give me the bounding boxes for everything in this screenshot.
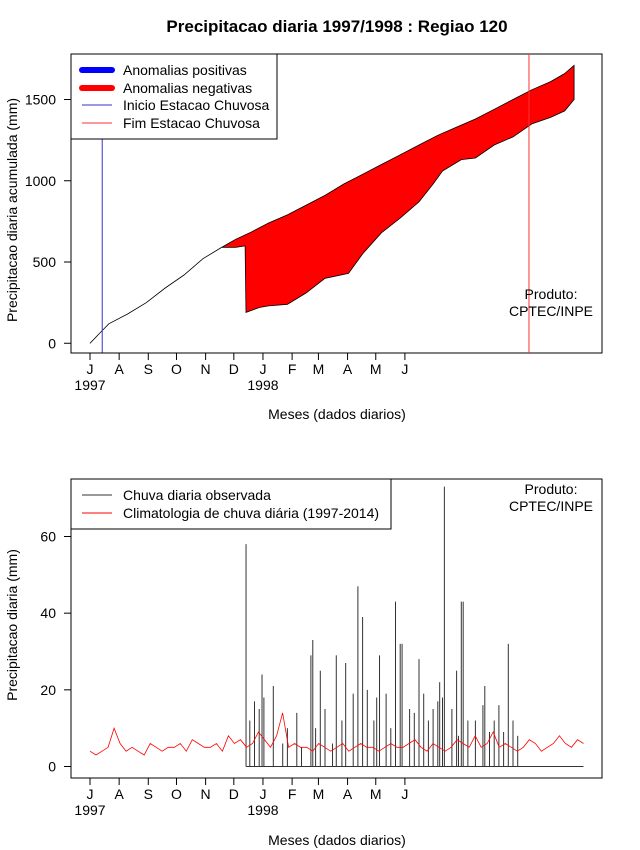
plot2-year-label: 1998 [247, 802, 278, 818]
plot1-y-label: Precipitacao diaria acumulada (mm) [4, 98, 20, 322]
plot2-product-source: CPTEC/INPE [509, 498, 593, 514]
plot1-y-axis: 0 500 1000 1500 [25, 92, 72, 351]
plot1-y-tick-label: 1500 [25, 92, 56, 108]
plot1-x-tick-label: S [144, 361, 153, 377]
plot1-y-tick-label: 1000 [25, 173, 56, 189]
observed-rain-series [245, 486, 584, 767]
plot2-x-tick-label: F [288, 786, 297, 802]
plot2-x-tick-label: J [87, 786, 94, 802]
plot2-x-tick-label: A [343, 786, 353, 802]
plot2-x-tick-label: D [229, 786, 239, 802]
legend-fim-estacao: Fim Estacao Chuvosa [123, 115, 260, 131]
plot1-legend: Anomalias positivas Anomalias negativas … [70, 53, 278, 140]
plot2-y-tick-label: 20 [40, 682, 56, 698]
plot2-x-tick-label: N [201, 786, 211, 802]
anomaly-area [89, 64, 575, 344]
plot1-y-tick-label: 0 [48, 335, 56, 351]
plot1-x-tick-label: O [171, 361, 182, 377]
plot1-x-tick-label: N [201, 361, 211, 377]
plot1-product-source: CPTEC/INPE [509, 303, 593, 319]
plot1-y-tick-label: 500 [33, 254, 57, 270]
plot2-legend-box [70, 478, 392, 530]
plot2-y-tick-label: 0 [48, 759, 56, 775]
plot2-x-tick-label: M [313, 786, 325, 802]
plot1-product-label: Produto: [525, 286, 578, 302]
plot2-legend: Chuva diaria observada Climatologia de c… [70, 478, 392, 530]
plot2-x-tick-label: M [370, 786, 382, 802]
plot2-x-tick-label: S [144, 786, 153, 802]
legend-anomalias-negativas: Anomalias negativas [123, 80, 252, 96]
plot1-x-tick-label: J [401, 361, 408, 377]
plot2-x-tick-label: O [171, 786, 182, 802]
plot2-x-tick-label: J [401, 786, 408, 802]
plot2-x-tick-label: J [259, 786, 266, 802]
legend-climatologia: Climatologia de chuva diária (1997-2014) [123, 505, 379, 521]
plot1-x-tick-label: A [343, 361, 353, 377]
plot2-y-tick-label: 60 [40, 529, 56, 545]
plot1-x-tick-label: A [114, 361, 124, 377]
legend-inicio-estacao: Inicio Estacao Chuvosa [123, 97, 270, 113]
plot1-year-label: 1997 [74, 377, 105, 393]
legend-chuva-observada: Chuva diaria observada [123, 487, 271, 503]
chart-title: Precipitacao diaria 1997/1998 : Regiao 1… [166, 17, 507, 36]
plot1-x-tick-label: D [229, 361, 239, 377]
plot1-x-tick-label: J [259, 361, 266, 377]
plot2-y-label: Precipitacao diaria (mm) [4, 549, 20, 701]
plot1-x-tick-label: F [288, 361, 297, 377]
plot1-x-tick-label: M [313, 361, 325, 377]
plot1-year-label: 1998 [247, 377, 278, 393]
plot2-y-tick-label: 40 [40, 605, 56, 621]
plot1-x-tick-label: M [370, 361, 382, 377]
plot2-y-axis: 0 20 40 60 [40, 529, 72, 775]
legend-anomalias-positivas: Anomalias positivas [123, 62, 247, 78]
plot2-x-tick-label: A [114, 786, 124, 802]
plot1-x-label: Meses (dados diarios) [268, 406, 406, 422]
plot2-x-label: Meses (dados diarios) [268, 832, 406, 848]
plot2-year-label: 1997 [74, 802, 105, 818]
plot2-product-label: Produto: [525, 481, 578, 497]
climatology-line [89, 712, 584, 756]
negative-anomaly-area [89, 64, 575, 344]
plot1-x-tick-label: J [87, 361, 94, 377]
